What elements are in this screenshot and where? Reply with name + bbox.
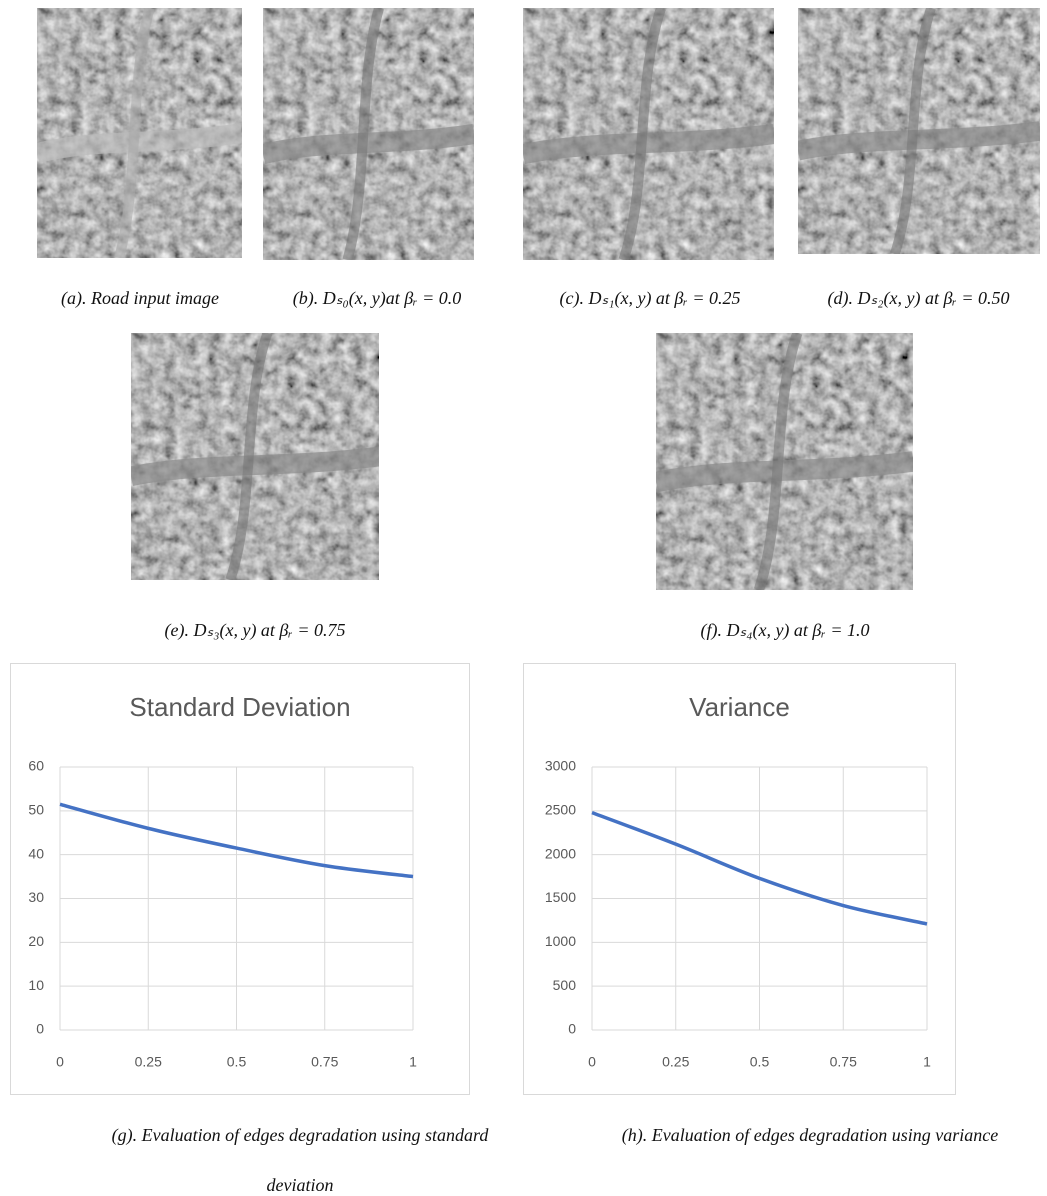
data-line bbox=[59, 802, 414, 879]
y-tick-label: 20 bbox=[28, 933, 44, 949]
y-tick-label: 30 bbox=[28, 889, 44, 905]
x-tick-label: 0.75 bbox=[830, 1054, 857, 1070]
x-tick-label: 0.5 bbox=[750, 1054, 770, 1070]
image-panel bbox=[798, 8, 1040, 254]
chart-title: Variance bbox=[689, 692, 790, 722]
caption: (b). Dₛ₀(x, y)at βᵣ = 0.0 bbox=[292, 288, 462, 308]
x-tick-label: 1 bbox=[409, 1054, 417, 1070]
y-tick-label: 0 bbox=[568, 1021, 576, 1037]
y-tick-label: 40 bbox=[28, 845, 44, 861]
y-tick-label: 500 bbox=[553, 977, 577, 993]
caption: (f). Dₛ₄(x, y) at βᵣ = 1.0 bbox=[700, 620, 870, 640]
y-tick-label: 10 bbox=[28, 977, 44, 993]
caption: (d). Dₛ₂(x, y) at βᵣ = 0.50 bbox=[827, 288, 1010, 308]
caption: (g). Evaluation of edges degradation usi… bbox=[111, 1125, 489, 1195]
y-tick-label: 60 bbox=[28, 758, 44, 774]
caption: (c). Dₛ₁(x, y) at βᵣ = 0.25 bbox=[559, 288, 741, 308]
x-tick-label: 0.75 bbox=[311, 1054, 338, 1070]
x-tick-label: 0 bbox=[56, 1054, 64, 1070]
y-tick-label: 1500 bbox=[545, 889, 576, 905]
chart-frame bbox=[523, 663, 956, 1095]
y-tick-label: 0 bbox=[36, 1021, 44, 1037]
y-tick-label: 3000 bbox=[545, 758, 576, 774]
x-tick-label: 0.5 bbox=[227, 1054, 247, 1070]
chart-frame bbox=[10, 663, 470, 1095]
image-panel bbox=[131, 333, 379, 580]
image-panel bbox=[263, 8, 474, 260]
image-panel bbox=[656, 333, 913, 590]
x-tick-label: 0.25 bbox=[135, 1054, 162, 1070]
x-tick-label: 0.25 bbox=[662, 1054, 689, 1070]
y-tick-label: 50 bbox=[28, 802, 44, 818]
chart: Variance 0 500 1000 1500 2000 2500 3000 0 0.25 0.5… bbox=[523, 663, 956, 1095]
image-panel bbox=[523, 8, 774, 260]
chart-title: Standard Deviation bbox=[129, 692, 350, 722]
y-tick-label: 1000 bbox=[545, 933, 576, 949]
y-tick-label: 2500 bbox=[545, 802, 576, 818]
caption: (h). Evaluation of edges degradation usi… bbox=[621, 1125, 999, 1145]
x-tick-label: 0 bbox=[588, 1054, 596, 1070]
y-tick-label: 2000 bbox=[545, 845, 576, 861]
x-tick-label: 1 bbox=[923, 1054, 931, 1070]
chart: Standard Deviation 0 10 20 30 40 50 60 0 0.25 0.5 0… bbox=[10, 663, 470, 1095]
data-line bbox=[591, 810, 928, 926]
caption: (a). Road input image bbox=[61, 288, 219, 308]
caption: (e). Dₛ₃(x, y) at βᵣ = 0.75 bbox=[164, 620, 346, 640]
image-panel bbox=[37, 8, 242, 258]
